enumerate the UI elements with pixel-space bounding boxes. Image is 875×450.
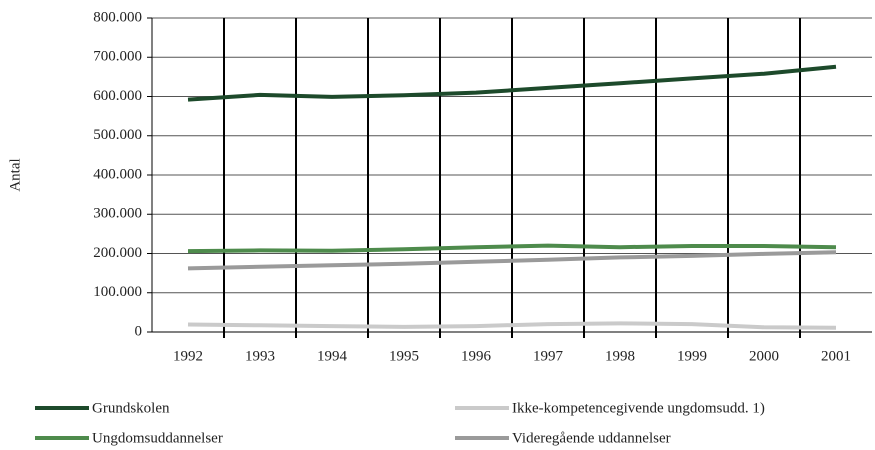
x-tick-label: 1993 — [245, 348, 275, 364]
y-tick-label: 400.000 — [93, 166, 142, 182]
x-tick-label: 1996 — [461, 348, 492, 364]
legend-label: Ungdomsuddannelser — [92, 430, 223, 446]
y-tick-label: 500.000 — [93, 127, 142, 143]
x-tick-label: 1999 — [677, 348, 707, 364]
x-tick-label: 1998 — [605, 348, 635, 364]
y-tick-label: 200.000 — [93, 245, 142, 261]
legend-label: Ikke-kompetencegivende ungdomsudd. 1) — [512, 400, 765, 416]
y-tick-label: 800.000 — [93, 9, 142, 25]
x-tick-label: 2000 — [749, 348, 779, 364]
x-tick-label: 1995 — [389, 348, 419, 364]
y-axis-label: Antal — [7, 158, 23, 191]
y-tick-label: 700.000 — [93, 49, 142, 65]
y-tick-label: 600.000 — [93, 88, 142, 104]
legend-label: Videregående uddannelser — [512, 430, 671, 446]
series-line — [187, 243, 837, 254]
x-tick-label: 1992 — [173, 348, 203, 364]
y-tick-label: 0 — [135, 323, 143, 339]
y-tick-label: 100.000 — [93, 284, 142, 300]
y-tick-label: 300.000 — [93, 206, 142, 222]
series-line — [187, 250, 837, 271]
x-tick-label: 2001 — [821, 348, 851, 364]
x-tick-label: 1997 — [533, 348, 564, 364]
x-tick-label: 1994 — [317, 348, 348, 364]
series-line — [187, 321, 837, 330]
legend-label: Grundskolen — [92, 400, 170, 416]
series-line — [187, 64, 837, 102]
